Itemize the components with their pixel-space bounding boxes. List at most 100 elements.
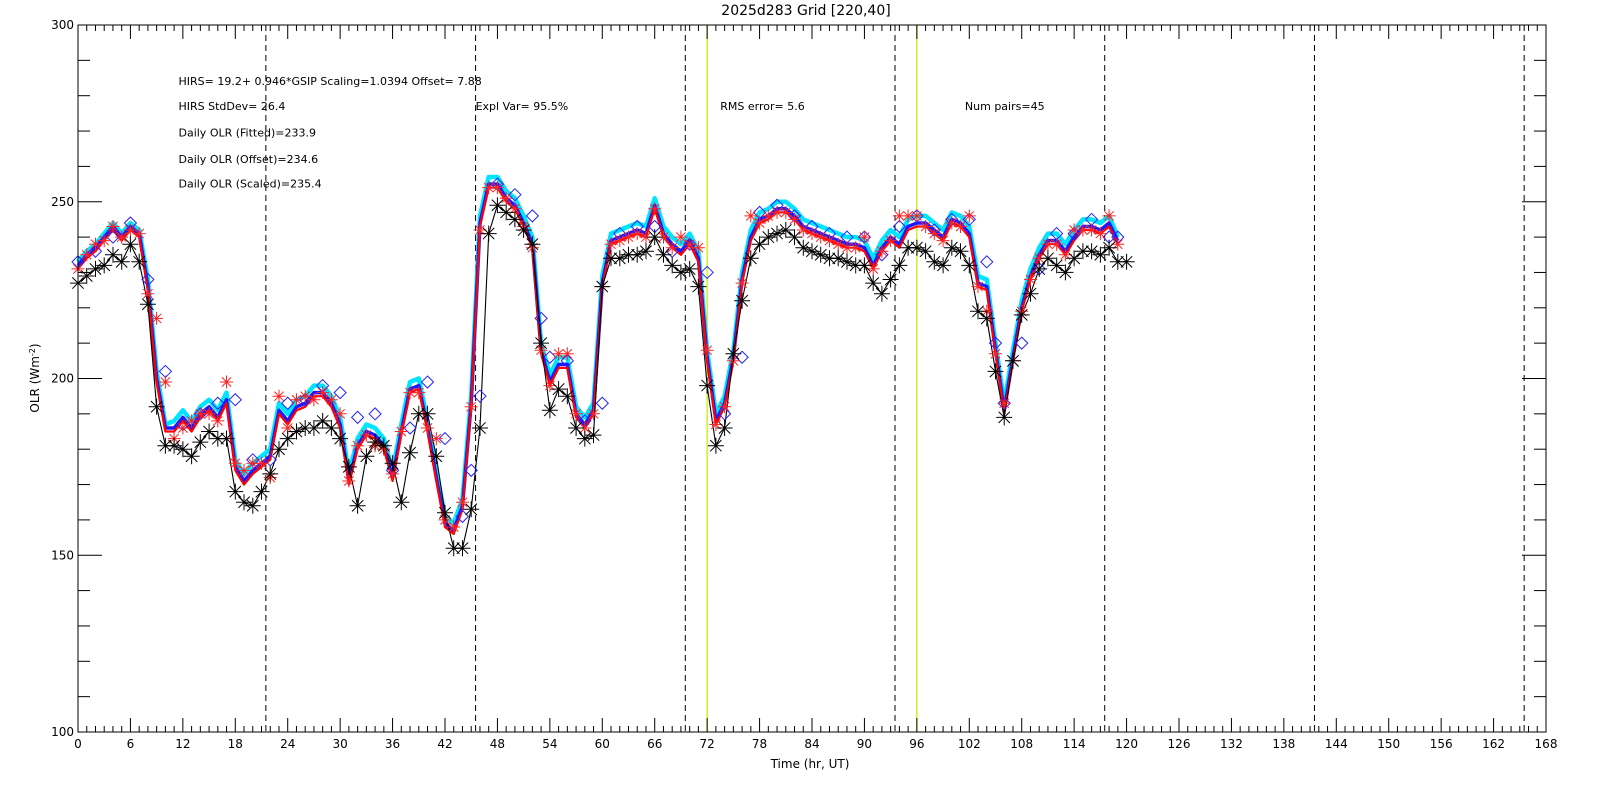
marker-hirs_asterisk xyxy=(333,407,347,421)
marker-hirs_asterisk xyxy=(788,212,801,226)
marker-hirs_asterisk xyxy=(892,209,906,223)
marker-hirs_asterisk xyxy=(421,421,434,435)
marker-gsip_asterisk xyxy=(279,430,296,447)
marker-hirs_asterisk xyxy=(237,463,251,477)
marker-gsip_asterisk xyxy=(900,239,917,256)
marker-hirs_asterisk xyxy=(578,421,592,435)
marker-hirs_diamond xyxy=(403,421,417,435)
marker-gsip_asterisk xyxy=(891,257,908,274)
x-tick-label: 108 xyxy=(1010,737,1033,751)
marker-gsip_asterisk xyxy=(480,225,497,242)
marker-gsip_asterisk xyxy=(533,335,550,352)
marker-gsip_asterisk xyxy=(690,278,707,295)
marker-hirs_diamond xyxy=(508,187,522,202)
marker-hirs_asterisk xyxy=(298,389,312,403)
marker-gsip_asterisk xyxy=(174,441,191,458)
marker-gsip_asterisk xyxy=(113,253,130,270)
marker-gsip_asterisk xyxy=(78,268,95,284)
x-tick-label: 96 xyxy=(909,737,924,751)
x-tick-label: 6 xyxy=(127,737,135,751)
marker-gsip_asterisk xyxy=(620,246,637,263)
marker-hirs_asterisk xyxy=(508,202,522,216)
marker-gsip_asterisk xyxy=(1022,285,1039,302)
marker-gsip_asterisk xyxy=(305,420,322,436)
x-tick-label: 48 xyxy=(490,737,505,751)
marker-gsip_asterisk xyxy=(96,257,113,274)
marker-hirs_diamond xyxy=(333,385,347,400)
marker-gsip_asterisk xyxy=(935,257,952,274)
x-tick-label: 24 xyxy=(280,737,295,751)
marker-gsip_asterisk xyxy=(742,250,759,267)
marker-hirs_asterisk xyxy=(901,209,915,223)
marker-hirs_asterisk xyxy=(150,311,164,325)
marker-hirs_asterisk xyxy=(351,439,365,453)
marker-hirs_asterisk xyxy=(106,220,120,233)
marker-hirs_asterisk xyxy=(997,396,1011,410)
marker-gsip_asterisk xyxy=(865,275,882,292)
marker-gsip_asterisk xyxy=(943,239,960,256)
marker-gsip_asterisk xyxy=(253,483,270,500)
axis-ticks: 0 6 12 18 24 30 36 42 48 54 60 66 72 78 84 90 96 102 108 11… xyxy=(51,18,1557,751)
marker-hirs_diamond xyxy=(543,350,557,364)
marker-hirs_asterisk xyxy=(1093,227,1107,241)
x-tick-label: 114 xyxy=(1063,737,1086,751)
marker-gsip_asterisk xyxy=(506,211,523,228)
marker-gsip_asterisk xyxy=(340,458,357,475)
marker-hirs_asterisk xyxy=(857,230,871,244)
marker-hirs_asterisk xyxy=(123,223,137,237)
marker-gsip_asterisk xyxy=(428,448,445,465)
x-tick-label: 126 xyxy=(1168,737,1191,751)
marker-gsip_asterisk xyxy=(1039,250,1056,267)
marker-hirs_asterisk xyxy=(779,205,793,219)
marker-gsip_asterisk xyxy=(594,278,611,295)
x-tick-label: 66 xyxy=(647,737,662,751)
marker-gsip_asterisk xyxy=(419,405,436,422)
marker-gsip_asterisk xyxy=(664,257,681,274)
marker-gsip_asterisk xyxy=(882,271,899,288)
marker-gsip_asterisk xyxy=(786,229,803,246)
x-tick-label: 18 xyxy=(228,737,243,751)
marker-hirs_asterisk xyxy=(622,230,635,244)
marker-hirs_asterisk xyxy=(884,234,898,248)
x-tick-label: 42 xyxy=(437,737,452,751)
marker-gsip_asterisk xyxy=(1013,306,1030,323)
marker-hirs_asterisk xyxy=(272,389,286,403)
x-tick-label: 36 xyxy=(385,737,400,751)
marker-hirs_asterisk xyxy=(849,241,863,255)
marker-gsip_asterisk xyxy=(672,264,689,281)
x-tick-label: 162 xyxy=(1482,737,1505,751)
marker-hirs_asterisk xyxy=(89,237,102,251)
marker-hirs_asterisk xyxy=(1024,273,1037,286)
marker-hirs_asterisk xyxy=(185,414,199,428)
annotation-7: Daily OLR (Scaled)=235.4 xyxy=(178,178,321,191)
marker-gsip_asterisk xyxy=(576,430,593,447)
marker-hirs_asterisk xyxy=(613,234,627,248)
marker-hirs_asterisk xyxy=(709,418,723,431)
marker-gsip_asterisk xyxy=(332,430,349,447)
marker-hirs_asterisk xyxy=(875,244,889,258)
marker-gsip_asterisk xyxy=(1092,246,1109,263)
marker-gsip_asterisk xyxy=(515,222,532,238)
marker-hirs_asterisk xyxy=(1111,237,1125,251)
marker-hirs_asterisk xyxy=(490,181,504,195)
y-tick-label: 200 xyxy=(51,372,74,386)
marker-gsip_asterisk xyxy=(856,257,873,274)
marker-hirs_diamond xyxy=(211,396,225,410)
x-tick-label: 144 xyxy=(1325,737,1348,751)
marker-hirs_diamond xyxy=(464,463,478,478)
marker-gsip_asterisk xyxy=(437,504,453,521)
marker-gsip_asterisk xyxy=(917,243,934,260)
marker-hirs_asterisk xyxy=(1032,251,1046,265)
marker-hirs_asterisk xyxy=(482,181,496,195)
marker-hirs_diamond xyxy=(665,244,679,258)
marker-hirs_asterisk xyxy=(569,407,583,421)
marker-hirs_diamond xyxy=(525,209,540,223)
marker-gsip_asterisk xyxy=(1109,253,1126,270)
marker-hirs_asterisk xyxy=(359,428,373,442)
marker-gsip_asterisk xyxy=(1031,260,1048,277)
marker-gsip_asterisk xyxy=(375,437,392,454)
marker-gsip_asterisk xyxy=(489,197,506,214)
annotation-1: HIRS StdDev= 26.4 xyxy=(178,100,285,113)
marker-hirs_diamond xyxy=(700,265,714,280)
